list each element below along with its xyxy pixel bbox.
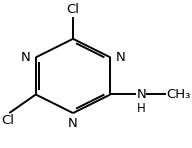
Text: N: N bbox=[21, 51, 31, 64]
Text: H: H bbox=[137, 102, 145, 115]
Text: Cl: Cl bbox=[1, 114, 14, 127]
Text: N: N bbox=[137, 88, 147, 101]
Text: CH₃: CH₃ bbox=[167, 88, 191, 101]
Text: Cl: Cl bbox=[67, 3, 79, 16]
Text: N: N bbox=[115, 51, 125, 64]
Text: N: N bbox=[68, 117, 78, 130]
